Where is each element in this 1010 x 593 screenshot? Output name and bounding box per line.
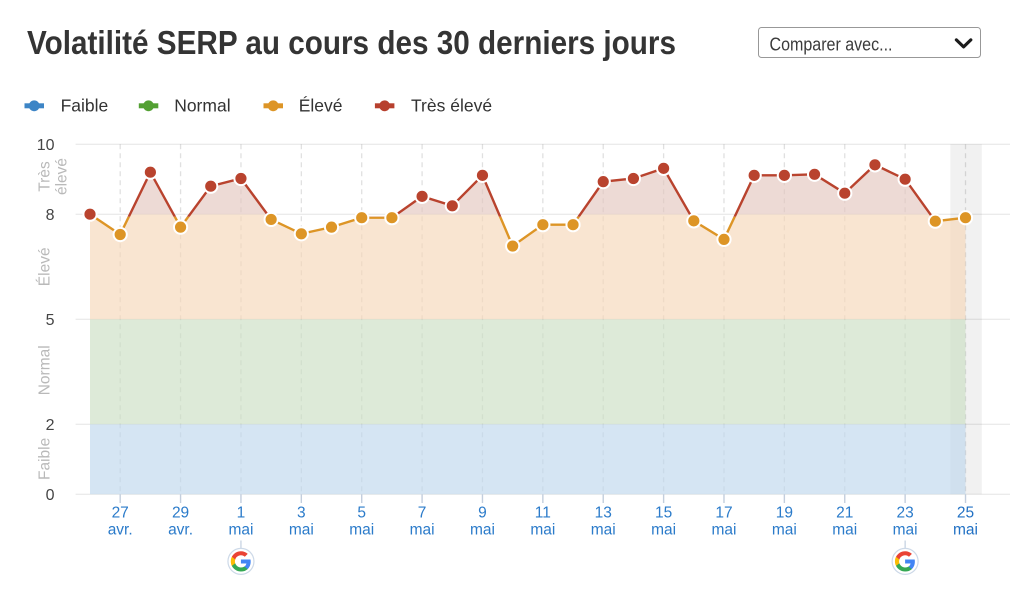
svg-text:Élevé: Élevé (37, 247, 54, 286)
svg-text:mai: mai (591, 522, 616, 539)
svg-text:Très: Très (36, 161, 53, 192)
svg-text:Comparer avec...: Comparer avec... (770, 34, 893, 54)
svg-text:21: 21 (836, 505, 853, 522)
svg-text:0: 0 (46, 487, 55, 504)
svg-text:mai: mai (651, 522, 676, 539)
svg-text:10: 10 (37, 137, 55, 154)
svg-text:mai: mai (349, 522, 374, 539)
svg-text:5: 5 (357, 505, 366, 522)
svg-text:11: 11 (535, 505, 551, 522)
svg-text:Normal: Normal (37, 345, 54, 395)
svg-text:mai: mai (832, 522, 857, 539)
svg-text:Très élevé: Très élevé (411, 95, 492, 115)
svg-text:13: 13 (595, 505, 612, 522)
svg-text:mai: mai (530, 522, 555, 539)
svg-text:29: 29 (172, 505, 189, 522)
svg-text:27: 27 (112, 505, 129, 522)
svg-text:23: 23 (897, 505, 914, 522)
svg-text:25: 25 (957, 505, 974, 522)
svg-text:3: 3 (297, 505, 306, 522)
svg-text:5: 5 (46, 312, 55, 329)
svg-text:avr.: avr. (168, 522, 193, 539)
svg-text:19: 19 (776, 505, 793, 522)
svg-text:avr.: avr. (108, 522, 133, 539)
svg-text:mai: mai (953, 522, 978, 539)
svg-text:15: 15 (655, 505, 672, 522)
svg-text:Volatilité SERP au cours des 3: Volatilité SERP au cours des 30 derniers… (27, 24, 676, 61)
svg-text:mai: mai (228, 522, 253, 539)
svg-text:mai: mai (772, 522, 797, 539)
svg-text:mai: mai (470, 522, 495, 539)
svg-text:mai: mai (893, 522, 918, 539)
svg-text:17: 17 (715, 505, 732, 522)
svg-text:2: 2 (46, 417, 55, 434)
svg-text:mai: mai (410, 522, 435, 539)
svg-text:mai: mai (289, 522, 314, 539)
svg-text:7: 7 (418, 505, 427, 522)
svg-text:Faible: Faible (61, 95, 109, 115)
svg-text:8: 8 (46, 207, 55, 224)
svg-text:Normal: Normal (174, 95, 230, 115)
svg-text:mai: mai (711, 522, 736, 539)
svg-text:1: 1 (237, 505, 246, 522)
svg-text:Faible: Faible (37, 438, 54, 480)
svg-text:Élevé: Élevé (299, 95, 343, 115)
svg-text:9: 9 (478, 505, 487, 522)
svg-text:élevé: élevé (54, 158, 71, 195)
